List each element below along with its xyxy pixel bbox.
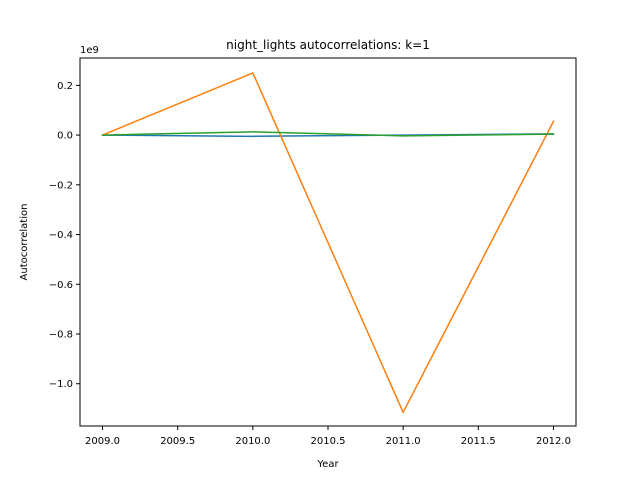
- x-axis: 2009.0 2009.5 2010.0 2010.5 2011.0 2011.5 2012…: [85, 426, 571, 447]
- y-tick-label: −0.8: [49, 330, 73, 341]
- x-tick-label: 2010.0: [235, 436, 270, 447]
- x-tick-label: 2011.0: [386, 436, 421, 447]
- y-tick-label: −1.0: [49, 379, 73, 390]
- y-tick-label: 0.0: [57, 131, 73, 142]
- y-tick-label: −0.6: [49, 280, 73, 291]
- x-tick-label: 2010.5: [311, 436, 346, 447]
- x-tick-label: 2009.0: [85, 436, 120, 447]
- y-axis: 0.2 0.0 −0.2 −0.4 −0.6 −0.8 −1.0: [49, 81, 80, 390]
- y-offset-label: 1e9: [80, 45, 99, 56]
- y-tick-label: 0.2: [57, 81, 73, 92]
- series-line-3: [101, 131, 555, 137]
- y-tick-label: −0.2: [49, 180, 73, 191]
- plot-area: [101, 72, 555, 414]
- x-tick-label: 2009.5: [160, 436, 195, 447]
- y-axis-title: Autocorrelation: [19, 204, 30, 281]
- x-tick-label: 2011.5: [461, 436, 496, 447]
- x-axis-title: Year: [316, 459, 339, 470]
- y-tick-label: −0.4: [49, 230, 73, 241]
- chart-title: night_lights autocorrelations: k=1: [226, 38, 430, 52]
- x-tick-label: 2012.0: [536, 436, 571, 447]
- series-line-2: [101, 72, 555, 414]
